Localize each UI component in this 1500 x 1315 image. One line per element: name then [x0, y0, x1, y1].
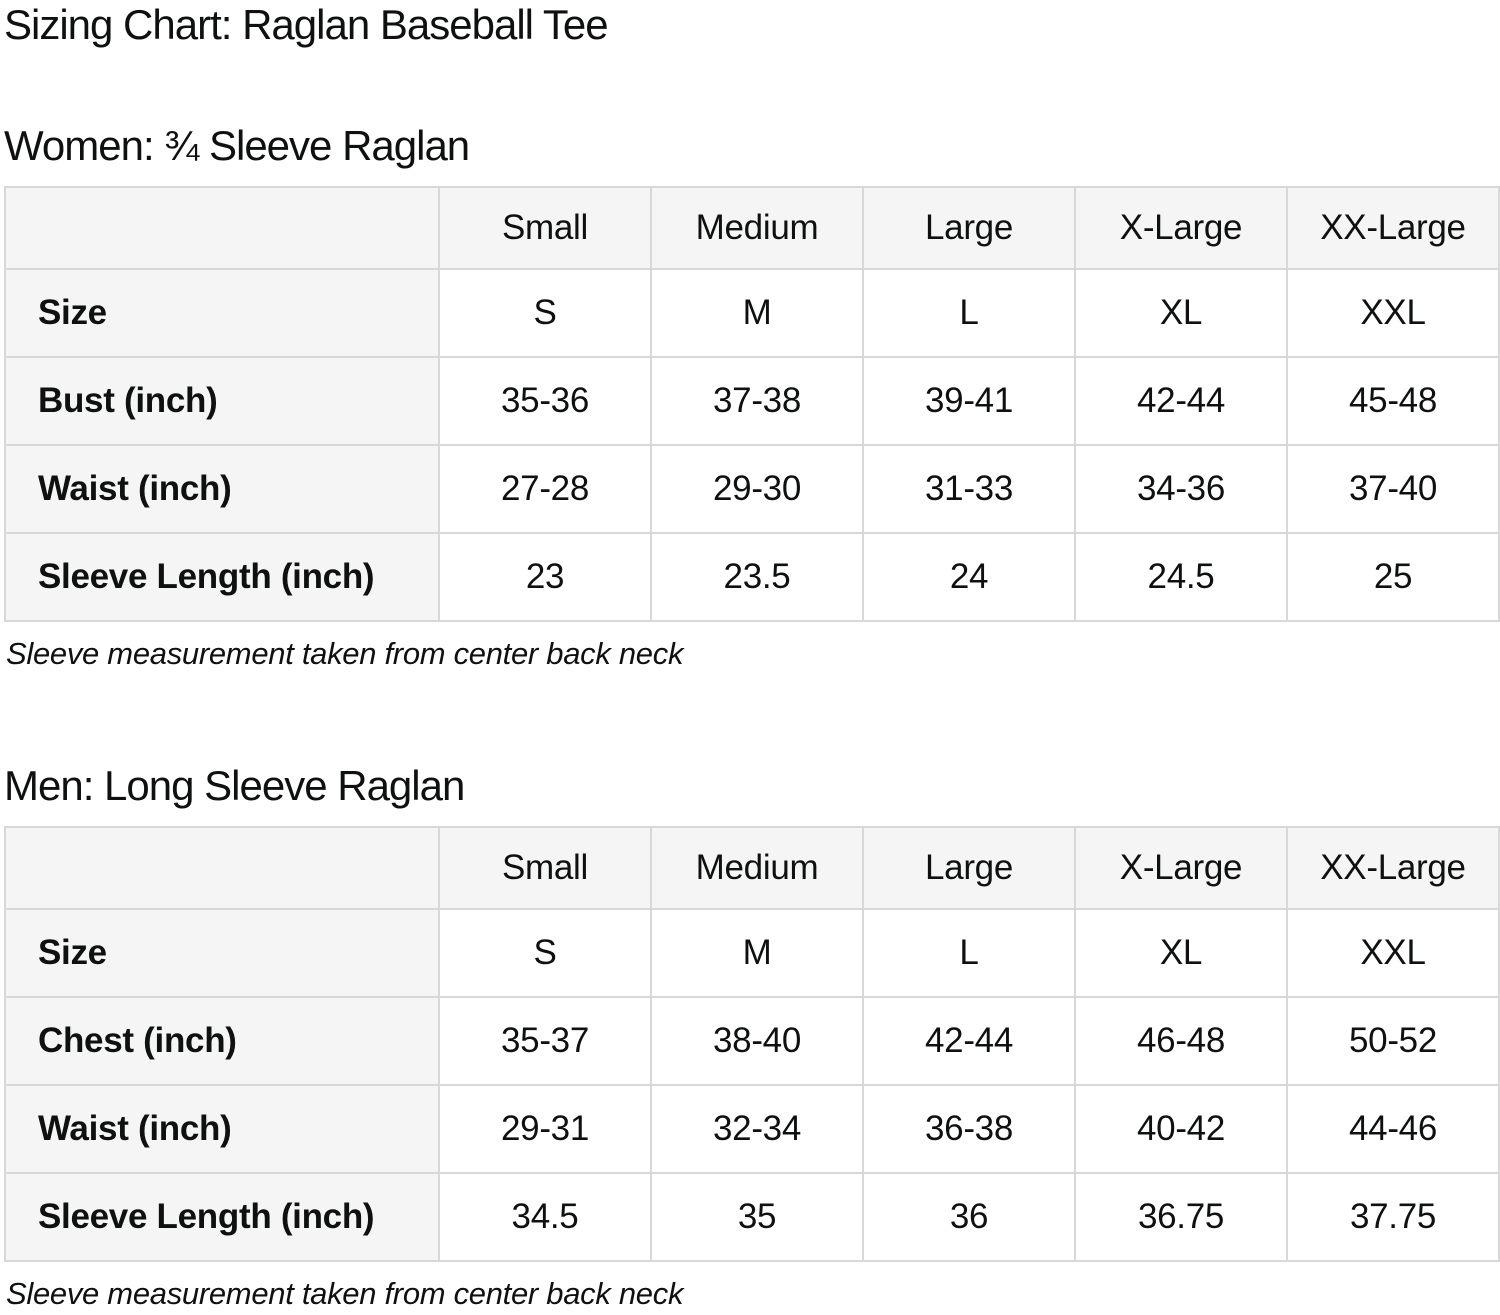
cell-value: 36-38	[862, 1084, 1076, 1174]
cell-value: M	[650, 268, 864, 358]
cell-value: 27-28	[438, 444, 652, 534]
cell-value: M	[650, 908, 864, 998]
row-label-waist: Waist (inch)	[4, 1084, 440, 1174]
cell-value: XL	[1074, 268, 1288, 358]
column-header-x-large: X-Large	[1074, 826, 1288, 910]
row-label-chest: Chest (inch)	[4, 996, 440, 1086]
cell-value: 24.5	[1074, 532, 1288, 622]
sleeve-note-women: Sleeve measurement taken from center bac…	[6, 636, 684, 671]
cell-value: 37-40	[1286, 444, 1500, 534]
row-label-waist: Waist (inch)	[4, 444, 440, 534]
cell-value: 34.5	[438, 1172, 652, 1262]
cell-value: 50-52	[1286, 996, 1500, 1086]
cell-value: 39-41	[862, 356, 1076, 446]
table-header-row: Small Medium Large X-Large XX-Large	[4, 826, 1500, 910]
row-label-sleeve-length: Sleeve Length (inch)	[4, 1172, 440, 1262]
women-section: Women: ¾ Sleeve Raglan Small Medium Larg…	[4, 122, 1500, 672]
cell-value: 36.75	[1074, 1172, 1288, 1262]
row-label-bust: Bust (inch)	[4, 356, 440, 446]
table-header-row: Small Medium Large X-Large XX-Large	[4, 186, 1500, 270]
table-row-waist: Waist (inch) 27-28 29-30 31-33 34-36 37-…	[4, 444, 1500, 534]
cell-value: XXL	[1286, 268, 1500, 358]
cell-value: 35-36	[438, 356, 652, 446]
column-header-medium: Medium	[650, 186, 864, 270]
corner-cell	[4, 826, 440, 910]
cell-value: 37.75	[1286, 1172, 1500, 1262]
cell-value: 36	[862, 1172, 1076, 1262]
table-row-bust: Bust (inch) 35-36 37-38 39-41 42-44 45-4…	[4, 356, 1500, 446]
table-row-sleeve-length: Sleeve Length (inch) 34.5 35 36 36.75 37…	[4, 1172, 1500, 1262]
cell-value: 44-46	[1286, 1084, 1500, 1174]
column-header-small: Small	[438, 826, 652, 910]
cell-value: XL	[1074, 908, 1288, 998]
cell-value: 23	[438, 532, 652, 622]
row-label-sleeve-length: Sleeve Length (inch)	[4, 532, 440, 622]
sizing-table-women: Small Medium Large X-Large XX-Large Size…	[4, 186, 1500, 622]
cell-value: 45-48	[1286, 356, 1500, 446]
cell-value: 23.5	[650, 532, 864, 622]
cell-value: 35	[650, 1172, 864, 1262]
cell-value: 38-40	[650, 996, 864, 1086]
row-label-size: Size	[4, 268, 440, 358]
column-header-x-large: X-Large	[1074, 186, 1288, 270]
cell-value: XXL	[1286, 908, 1500, 998]
cell-value: 31-33	[862, 444, 1076, 534]
cell-value: 42-44	[1074, 356, 1288, 446]
cell-value: 46-48	[1074, 996, 1288, 1086]
page-title: Sizing Chart: Raglan Baseball Tee	[4, 1, 609, 48]
cell-value: 29-30	[650, 444, 864, 534]
cell-value: L	[862, 268, 1076, 358]
row-label-size: Size	[4, 908, 440, 998]
table-row-sleeve-length: Sleeve Length (inch) 23 23.5 24 24.5 25	[4, 532, 1500, 622]
cell-value: L	[862, 908, 1076, 998]
cell-value: 40-42	[1074, 1084, 1288, 1174]
table-row-size: Size S M L XL XXL	[4, 268, 1500, 358]
cell-value: S	[438, 908, 652, 998]
table-row-chest: Chest (inch) 35-37 38-40 42-44 46-48 50-…	[4, 996, 1500, 1086]
column-header-small: Small	[438, 186, 652, 270]
sleeve-note-men: Sleeve measurement taken from center bac…	[6, 1276, 684, 1311]
cell-value: 25	[1286, 532, 1500, 622]
sizing-table-men: Small Medium Large X-Large XX-Large Size…	[4, 826, 1500, 1262]
column-header-large: Large	[862, 186, 1076, 270]
column-header-medium: Medium	[650, 826, 864, 910]
cell-value: 24	[862, 532, 1076, 622]
section-heading-women: Women: ¾ Sleeve Raglan	[4, 122, 470, 169]
corner-cell	[4, 186, 440, 270]
men-section: Men: Long Sleeve Raglan Small Medium Lar…	[4, 762, 1500, 1312]
column-header-xx-large: XX-Large	[1286, 186, 1500, 270]
cell-value: 34-36	[1074, 444, 1288, 534]
cell-value: 32-34	[650, 1084, 864, 1174]
cell-value: S	[438, 268, 652, 358]
cell-value: 35-37	[438, 996, 652, 1086]
cell-value: 42-44	[862, 996, 1076, 1086]
column-header-large: Large	[862, 826, 1076, 910]
section-heading-men: Men: Long Sleeve Raglan	[4, 762, 465, 809]
cell-value: 37-38	[650, 356, 864, 446]
column-header-xx-large: XX-Large	[1286, 826, 1500, 910]
table-row-waist: Waist (inch) 29-31 32-34 36-38 40-42 44-…	[4, 1084, 1500, 1174]
table-row-size: Size S M L XL XXL	[4, 908, 1500, 998]
cell-value: 29-31	[438, 1084, 652, 1174]
